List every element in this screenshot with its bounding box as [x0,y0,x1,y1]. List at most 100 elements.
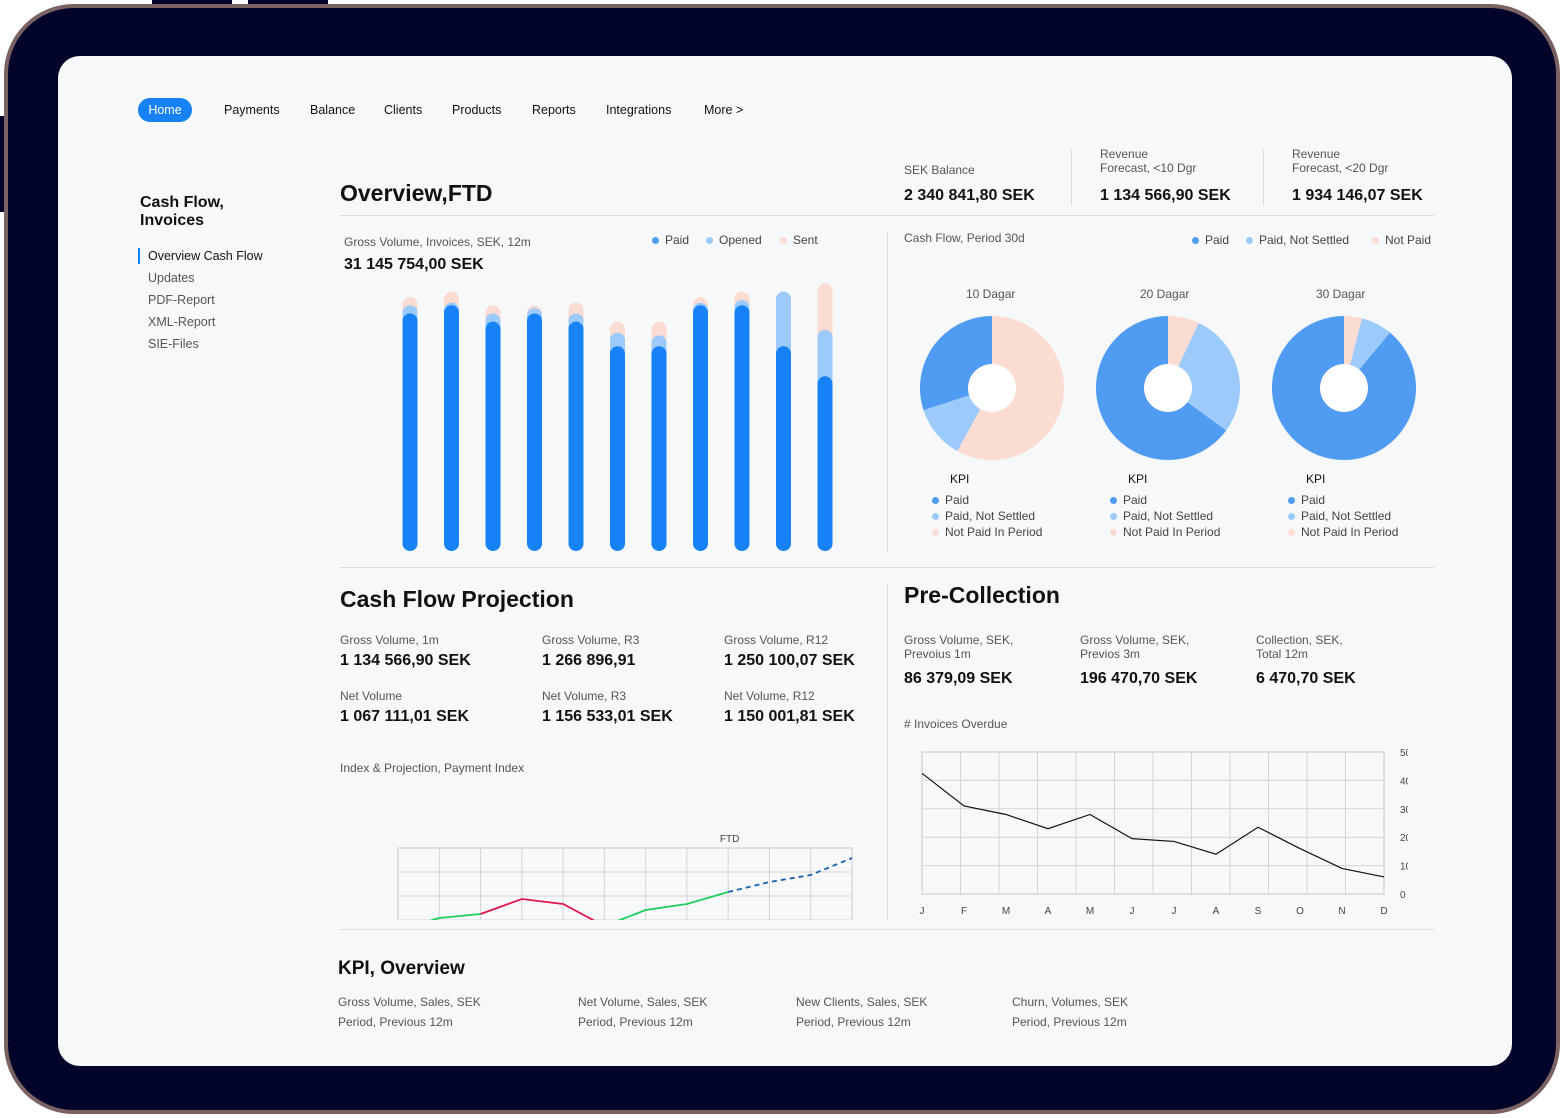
y-tick-label: 50 [1400,748,1408,759]
stat-value: 1 934 146,07 SEK [1292,187,1423,204]
nav-clients[interactable]: Clients [384,103,423,117]
legend-dot [1192,236,1199,244]
bar-segment-paid [817,376,833,551]
index-chart-label: Index & Projection, Payment Index [340,761,525,775]
nav-balance[interactable]: Balance [310,103,356,117]
kpi-label: KPI [1128,472,1148,486]
pie-kpi-legend: KPI Paid Paid, Not Settled Not Paid In P… [1288,472,1398,540]
nav-products[interactable]: Products [452,103,502,117]
bar-stack [817,283,833,551]
x-tick-label: J [920,906,925,917]
stat-value: 196 470,70 SEK [1080,670,1198,687]
pie-title: 20 Dagar [1140,287,1190,301]
pie-title: 10 Dagar [966,287,1016,301]
legend-dot [1288,528,1295,536]
x-tick-label: D [1380,906,1387,917]
page-title: Overview,FTD [340,180,493,206]
nav-reports[interactable]: Reports [532,103,576,117]
cash-flow-label: Cash Flow, Period 30d [904,231,1025,245]
sidebar-item-updates[interactable]: Updates [148,271,195,285]
nav-more[interactable]: More > [704,103,744,117]
pie-title: 30 Dagar [1316,287,1366,301]
legend-dot [1110,528,1117,536]
bar-segment-paid [776,346,791,551]
x-tick-label: J [1130,906,1135,917]
stat-value: 1 067 111,01 SEK [340,708,469,725]
bar-segment-paid [651,346,667,551]
nav-home[interactable]: Home [138,98,192,122]
legend-item: Paid, Not Settled [1246,233,1349,247]
legend-label: Not Paid [1385,233,1432,247]
stat-label: Net Volume, R3 [542,689,627,703]
section-divider [340,929,1434,930]
sidebar-item-overview-cash-flow[interactable]: Overview Cash Flow [148,249,263,263]
kpi-overview-title: KPI, Overview [338,958,465,979]
legend-label: Paid [1205,233,1230,247]
legend-label: Paid, Not Settled [1123,509,1214,523]
pie-slice-paid-not-settled [1168,322,1240,431]
kpi-item-label: Churn, Volumes, SEK [1012,995,1129,1009]
legend-item: Paid, Not Settled [932,508,1042,524]
stat-value: 1 134 566,90 SEK [1100,187,1231,204]
bar-segment-paid [734,305,750,551]
volume-button [152,0,232,4]
x-tick-label: M [1086,906,1094,917]
sidebar-title: Cash Flow, Invoices [140,194,224,229]
bar-stack [651,321,667,551]
power-button [0,116,4,212]
donut-hole [1320,364,1368,412]
chart-grid [921,751,1385,895]
stat-label: Gross Volume, SEK, Prevoius 1m [904,633,1014,661]
nav-integrations[interactable]: Integrations [606,103,672,117]
sidebar-active-indicator [138,248,140,264]
gross-volume-label: Gross Volume, Invoices, SEK, 12m [344,235,531,249]
divider [1263,150,1264,206]
kpi-item-label: New Clients, Sales, SEK [796,995,928,1009]
bar-stack [610,321,625,551]
legend-dot [706,236,713,244]
kpi-item-sub: Period, Previous 12m [338,1015,453,1029]
kpi-item-label: Gross Volume, Sales, SEK [338,995,481,1009]
legend-label: Not Paid In Period [1301,525,1399,539]
sidebar-item-pdf-report[interactable]: PDF-Report [148,293,215,307]
kpi-label: KPI [1306,472,1326,486]
legend-item: Paid [652,233,689,247]
legend-dot [932,512,939,520]
pie-kpi-legend: KPI Paid Paid, Not Settled Not Paid In P… [932,472,1042,540]
legend-item: Not Paid In Period [932,524,1042,540]
bar-segment-paid [610,346,625,551]
y-tick-label: 0 [1400,890,1406,901]
index-line-actual [429,913,481,920]
bar-segment-paid [485,321,501,551]
y-tick-label: 30 [1400,805,1408,816]
sidebar-item-sie-files[interactable]: SIE-Files [148,337,199,351]
volume-button [248,0,328,4]
kpi-label: KPI [950,472,970,486]
legend-item: Paid, Not Settled [1110,508,1220,524]
stat-value: 1 156 533,01 SEK [542,708,673,725]
stat-value: 1 250 100,07 SEK [724,652,855,669]
bar-segment-paid [402,313,418,551]
stat-label: Gross Volume, R12 [724,633,829,647]
nav-payments[interactable]: Payments [224,103,280,117]
sidebar-item-xml-report[interactable]: XML-Report [148,315,216,329]
overdue-chart-label: # Invoices Overdue [904,717,1008,731]
kpi-item-sub: Period, Previous 12m [1012,1015,1127,1029]
stat-label: Revenue Forecast, <20 Dgr [1292,147,1389,175]
stat-label: SEK Balance [904,163,975,177]
bar-stack [527,305,542,551]
payment-index-line-chart: 120110100908070%FTD [397,834,853,920]
legend-dot [932,528,939,536]
divider [1071,150,1072,206]
bar-segment-paid [527,313,542,551]
pie-chart-10-dagar [920,316,1064,460]
legend-item: Paid [1288,492,1398,508]
legend-dot [652,236,659,244]
x-tick-label: S [1255,906,1262,917]
x-tick-label: N [1338,906,1345,917]
legend-item: Sent [780,233,818,247]
bar-stack [402,297,418,551]
stat-label: Net Volume, R12 [724,689,815,703]
index-line-decline [480,898,596,920]
legend-label: Paid [945,493,970,507]
